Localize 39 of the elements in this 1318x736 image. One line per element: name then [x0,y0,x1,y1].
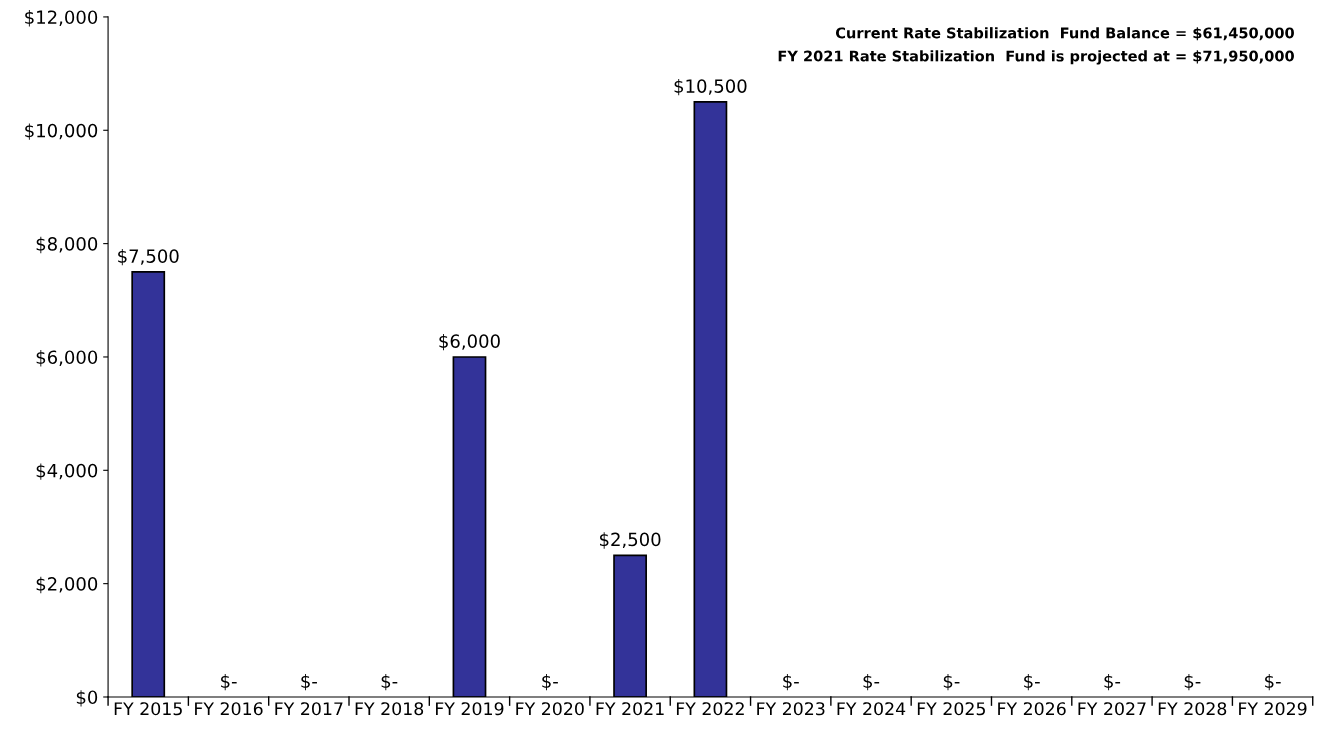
x-tick-label: FY 2018 [355,702,424,716]
data-label: $- [381,673,398,691]
x-tick-label: FY 2024 [837,702,906,716]
x-tick-label: FY 2026 [998,702,1066,716]
y-tick-label: $8,000 [36,236,98,254]
data-label: $- [943,673,960,691]
y-tick-label: $0 [76,690,98,707]
data-label: $- [1104,673,1121,691]
x-tick-label: FY 2028 [1158,702,1227,716]
x-tick-label: FY 2029 [1239,702,1307,716]
annotation: Current Rate Stabilization Fund Balance = $61,450,000 [835,27,1294,41]
annotation: FY 2021 Rate Stabilization Fund is projected at = $71,950,000 [778,50,1294,65]
data-label: $6,000 [439,333,500,351]
y-tick-label: $2,000 [36,576,98,594]
data-label: $- [221,673,237,691]
y-tick-label: $6,000 [36,350,98,367]
y-tick-label: $10,000 [25,123,98,140]
data-label: $- [863,673,880,691]
data-label: $- [1024,673,1040,691]
data-label: $- [542,673,558,691]
x-tick-label: FY 2020 [516,702,584,716]
data-label: $- [1184,673,1201,691]
data-label: $- [783,673,799,691]
x-tick-label: FY 2019 [436,702,504,716]
data-label: $- [1265,673,1281,691]
data-label: $2,500 [600,532,661,549]
data-label: $10,500 [674,78,747,96]
x-tick-label: FY 2025 [917,702,985,716]
y-tick-label: $4,000 [36,463,98,480]
x-tick-label: FY 2027 [1078,702,1146,716]
data-label: $7,500 [118,248,179,266]
x-tick-label: FY 2023 [757,702,825,716]
x-tick-label: FY 2022 [676,702,744,716]
x-tick-label: FY 2015 [114,702,182,716]
data-label: $- [301,673,317,691]
x-tick-label: FY 2016 [195,702,263,716]
x-tick-label: FY 2021 [596,702,664,716]
y-tick-label: $12,000 [25,10,98,27]
x-tick-label: FY 2017 [275,702,343,716]
